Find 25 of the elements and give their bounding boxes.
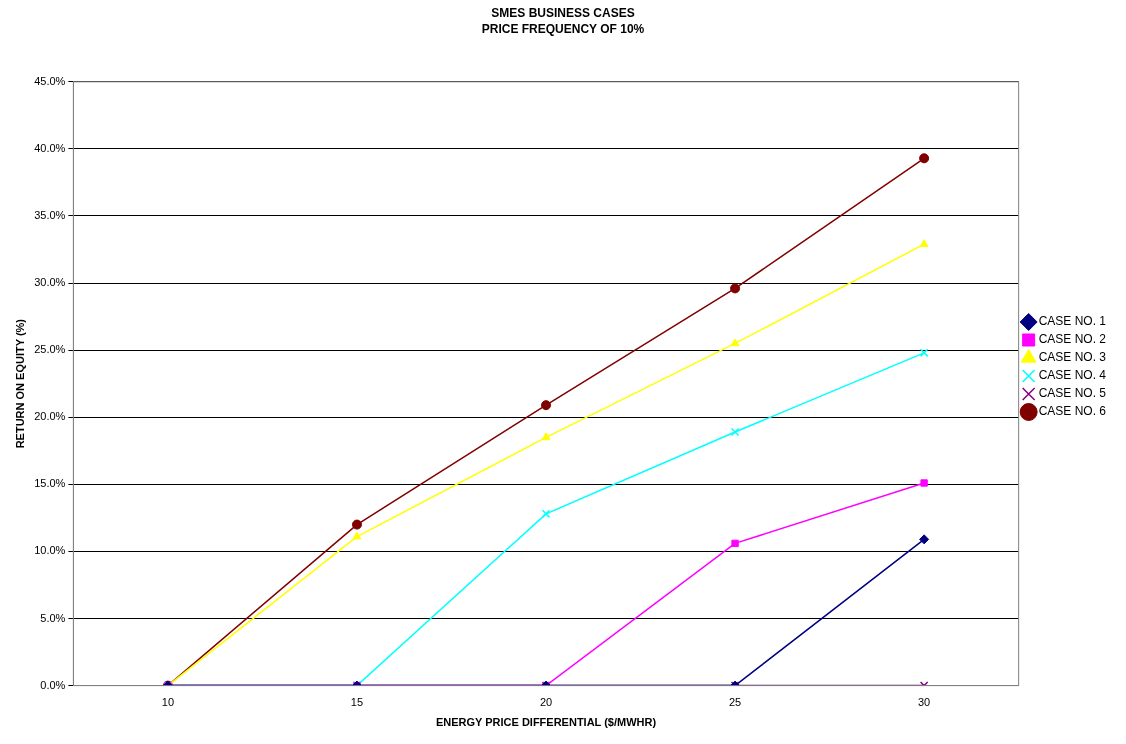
x-tick-label: 25 (728, 696, 742, 709)
y-tick-label: 0.0% (40, 678, 66, 691)
y-tick-label: 25.0% (34, 343, 66, 356)
y-tick-label: 45.0% (34, 74, 66, 87)
y-tick-label: 5.0% (40, 611, 66, 624)
chart-subtitle: PRICE FREQUENCY OF 10% (481, 21, 645, 36)
chart-title: SMES BUSINESS CASES (491, 5, 635, 20)
legend-label: CASE NO. 5 (1038, 386, 1107, 401)
legend-label: CASE NO. 6 (1038, 404, 1107, 419)
y-tick-label: 35.0% (34, 209, 66, 222)
y-tick-label: 20.0% (34, 410, 66, 423)
x-axis-title: ENERGY PRICE DIFFERENTIAL ($/MWHR) (435, 716, 657, 729)
y-tick-label: 15.0% (34, 477, 66, 490)
x-tick-label: 20 (539, 696, 553, 709)
legend-label: CASE NO. 3 (1038, 350, 1107, 365)
y-tick-label: 30.0% (34, 276, 66, 289)
x-tick-label: 30 (918, 696, 931, 709)
y-tick-label: 40.0% (34, 141, 66, 154)
legend-label: CASE NO. 4 (1038, 368, 1107, 383)
y-axis-title: RETURN ON EQUITY (%) (13, 318, 26, 449)
legend-label: CASE NO. 2 (1038, 332, 1107, 347)
x-tick-label: 10 (161, 696, 175, 709)
legend-label: CASE NO. 1 (1038, 314, 1107, 329)
x-tick-label: 15 (350, 696, 364, 709)
y-tick-label: 10.0% (34, 544, 66, 557)
